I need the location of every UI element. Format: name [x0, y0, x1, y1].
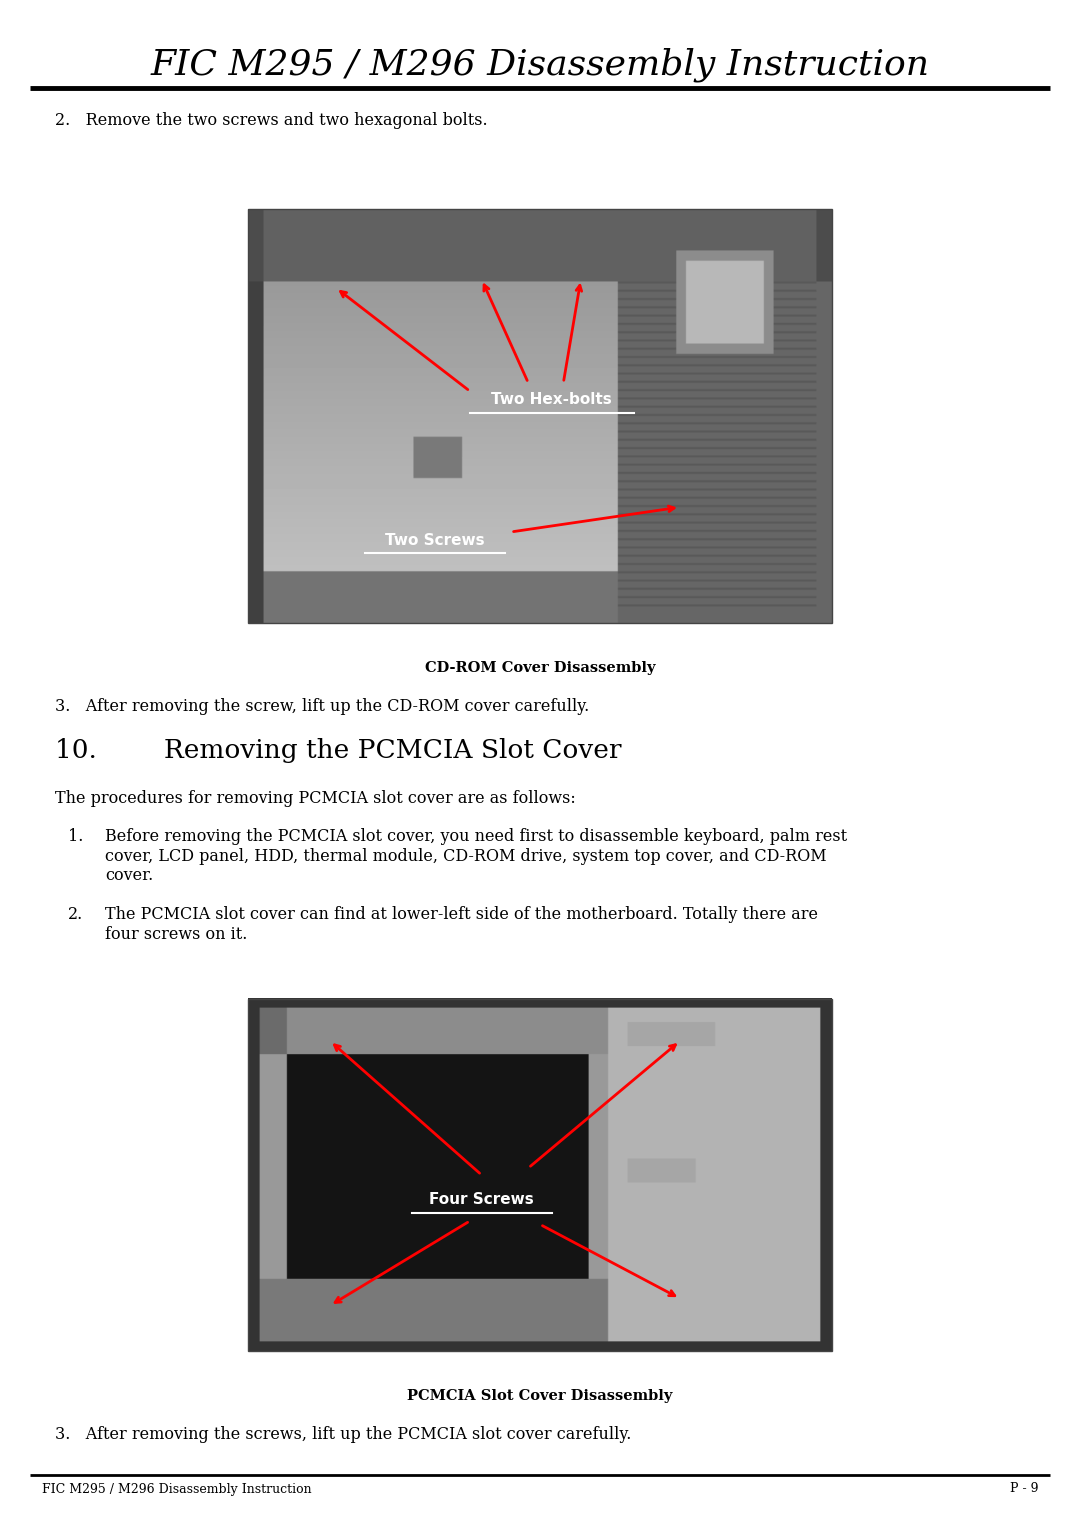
Text: 2.: 2.: [68, 906, 83, 922]
Text: 1.: 1.: [68, 828, 83, 844]
Text: 3.   After removing the screws, lift up the PCMCIA slot cover carefully.: 3. After removing the screws, lift up th…: [55, 1426, 632, 1443]
Text: FIC M295 / M296 Disassembly Instruction: FIC M295 / M296 Disassembly Instruction: [42, 1483, 312, 1495]
Text: 2.   Remove the two screws and two hexagonal bolts.: 2. Remove the two screws and two hexagon…: [55, 111, 488, 128]
Text: CD-ROM Cover Disassembly: CD-ROM Cover Disassembly: [424, 661, 656, 675]
Text: PCMCIA Slot Cover Disassembly: PCMCIA Slot Cover Disassembly: [407, 1390, 673, 1403]
Bar: [248, 209, 832, 623]
Text: Two Hex-bolts: Two Hex-bolts: [491, 392, 612, 408]
Bar: [248, 999, 832, 1351]
Text: 10.        Removing the PCMCIA Slot Cover: 10. Removing the PCMCIA Slot Cover: [55, 738, 621, 764]
Text: Before removing the PCMCIA slot cover, you need first to disassemble keyboard, p: Before removing the PCMCIA slot cover, y…: [105, 828, 847, 884]
Text: The procedures for removing PCMCIA slot cover are as follows:: The procedures for removing PCMCIA slot …: [55, 789, 576, 806]
Text: 3.   After removing the screw, lift up the CD-ROM cover carefully.: 3. After removing the screw, lift up the…: [55, 698, 590, 715]
Text: FIC M295 / M296 Disassembly Instruction: FIC M295 / M296 Disassembly Instruction: [150, 47, 930, 82]
Text: Four Screws: Four Screws: [430, 1193, 534, 1208]
Text: Two Screws: Two Screws: [386, 533, 485, 548]
Text: The PCMCIA slot cover can find at lower-left side of the motherboard. Totally th: The PCMCIA slot cover can find at lower-…: [105, 906, 818, 942]
Text: P - 9: P - 9: [1010, 1483, 1038, 1495]
